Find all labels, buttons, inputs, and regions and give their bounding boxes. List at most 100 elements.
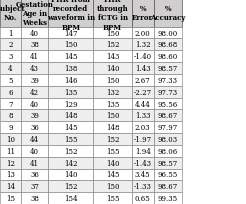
Bar [132,28,154,39]
Text: 155: 155 [106,147,119,155]
Bar [154,122,182,133]
Bar [93,0,132,28]
Bar [21,39,48,51]
Bar [132,98,154,110]
Bar [0,86,21,98]
Bar [0,63,21,75]
Bar [21,192,48,204]
Text: 98.60: 98.60 [158,53,178,61]
Bar [0,133,21,145]
Text: 152: 152 [106,41,119,49]
Bar [93,39,132,51]
Bar [154,28,182,39]
Text: 150: 150 [106,112,119,120]
Bar [48,98,93,110]
Bar [132,75,154,86]
Bar [0,98,21,110]
Bar [0,181,21,192]
Bar [48,169,93,181]
Text: 152: 152 [64,182,77,190]
Text: 150: 150 [106,182,119,190]
Text: 1.32: 1.32 [135,41,151,49]
Text: 98.57: 98.57 [158,65,178,73]
Text: 41: 41 [30,159,39,167]
Bar [48,51,93,63]
Text: 97.97: 97.97 [158,124,178,132]
Text: 155: 155 [106,194,119,202]
Bar [154,110,182,122]
Text: 145: 145 [106,171,119,178]
Text: %
Accuracy: % Accuracy [150,5,186,22]
Bar [154,0,182,28]
Bar [48,145,93,157]
Text: 98.57: 98.57 [158,159,178,167]
Bar [21,51,48,63]
Text: 5: 5 [8,76,13,84]
Text: 98.06: 98.06 [158,147,178,155]
Text: Subject
No.: Subject No. [0,5,25,22]
Text: 99.35: 99.35 [158,194,178,202]
Bar [21,122,48,133]
Bar [154,181,182,192]
Bar [132,122,154,133]
Bar [132,192,154,204]
Text: -1.43: -1.43 [134,159,152,167]
Bar [0,75,21,86]
Bar [48,181,93,192]
Bar [132,86,154,98]
Bar [93,63,132,75]
Text: FHR from
recorded
waveform in
BPM: FHR from recorded waveform in BPM [47,0,95,31]
Text: 97.33: 97.33 [158,76,178,84]
Bar [21,169,48,181]
Text: 37: 37 [30,182,39,190]
Text: 143: 143 [106,53,119,61]
Bar [48,122,93,133]
Text: 11: 11 [6,147,15,155]
Text: -1.33: -1.33 [134,182,152,190]
Text: 39: 39 [30,76,39,84]
Bar [132,169,154,181]
Bar [21,157,48,169]
Bar [21,63,48,75]
Text: 3: 3 [8,53,13,61]
Bar [21,28,48,39]
Bar [93,169,132,181]
Bar [0,39,21,51]
Text: 140: 140 [106,65,119,73]
Text: 98.67: 98.67 [158,182,178,190]
Bar [21,98,48,110]
Text: 2.03: 2.03 [135,124,151,132]
Bar [154,39,182,51]
Bar [21,181,48,192]
Text: 132: 132 [106,88,119,96]
Bar [48,75,93,86]
Bar [132,110,154,122]
Text: 140: 140 [106,159,119,167]
Text: Gestation
Age in
Weeks: Gestation Age in Weeks [15,1,53,27]
Text: 142: 142 [64,159,77,167]
Text: 95.56: 95.56 [158,100,178,108]
Bar [48,133,93,145]
Text: 9: 9 [8,124,13,132]
Bar [48,110,93,122]
Bar [0,28,21,39]
Text: 98.68: 98.68 [158,41,178,49]
Bar [154,157,182,169]
Text: 2: 2 [8,41,13,49]
Text: 152: 152 [64,147,77,155]
Bar [0,0,21,28]
Bar [21,75,48,86]
Text: 6: 6 [8,88,13,96]
Text: 148: 148 [106,124,119,132]
Bar [93,86,132,98]
Text: 145: 145 [64,124,77,132]
Bar [154,86,182,98]
Bar [154,75,182,86]
Text: 40: 40 [30,100,39,108]
Text: 98.00: 98.00 [158,29,178,37]
Bar [0,51,21,63]
Text: 148: 148 [64,112,77,120]
Bar [21,0,48,28]
Text: 129: 129 [64,100,77,108]
Text: 96.55: 96.55 [158,171,178,178]
